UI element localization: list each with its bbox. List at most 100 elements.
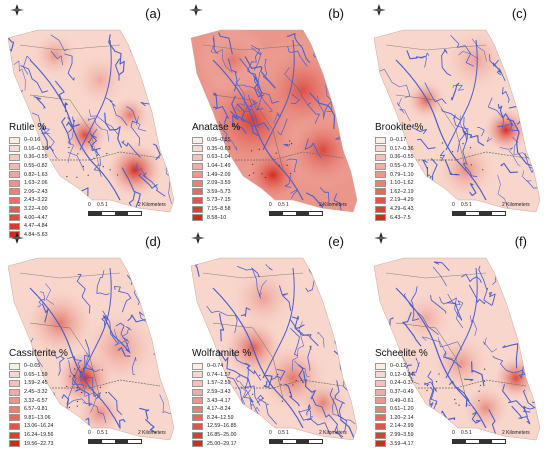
sample-point xyxy=(66,385,68,388)
river-line xyxy=(20,65,49,93)
legend-label: 16.85–25.00 xyxy=(207,432,237,439)
river-line xyxy=(247,44,260,76)
map-panel: (d) Cassiterite % 0–0.65 0.65–1.59 1.59–2.45… xyxy=(0,228,183,456)
river-line xyxy=(410,286,420,322)
sample-point xyxy=(462,143,464,145)
road-line xyxy=(385,272,487,279)
legend-swatch xyxy=(9,397,20,405)
sample-point xyxy=(426,167,429,169)
river-line xyxy=(134,163,147,179)
map-panel: (c) Brookite % 0–0.17 0.17–0.36 0.36–0.55 0.5… xyxy=(366,0,549,228)
sample-point xyxy=(69,375,71,377)
north-arrow-icon xyxy=(189,4,203,16)
river-line xyxy=(317,331,325,348)
scale-tick: 2 Kilometers xyxy=(319,430,347,436)
legend-label: 6.57–9.81 xyxy=(24,406,48,413)
panel-label: (f) xyxy=(514,234,527,249)
river-line xyxy=(522,31,536,51)
legend-label: 0.82–1.63 xyxy=(24,171,48,178)
sample-point xyxy=(277,373,279,375)
river-line xyxy=(65,121,80,128)
road-line xyxy=(223,379,344,389)
legend-swatch xyxy=(9,388,20,396)
river-line xyxy=(270,368,286,381)
river-line xyxy=(298,364,304,384)
sample-point xyxy=(91,146,93,148)
legend-label: 0.17–0.36 xyxy=(390,145,414,152)
sample-point xyxy=(101,369,103,371)
legend-swatch xyxy=(9,379,20,387)
legend-label: 0.36–0.55 xyxy=(24,154,48,161)
legend-swatch xyxy=(9,440,20,448)
river-line xyxy=(23,55,32,75)
river-line xyxy=(450,82,460,101)
scale-tick: 0.5 xyxy=(461,430,468,436)
legend-label: 2.99–3.59 xyxy=(390,432,414,439)
sample-point xyxy=(106,152,108,155)
river-line xyxy=(114,286,132,313)
legend-swatch xyxy=(9,362,20,370)
river-line xyxy=(311,395,344,438)
sample-point xyxy=(478,400,480,402)
river-line xyxy=(499,147,521,167)
river-line xyxy=(302,370,316,400)
legend-label: 9.81–13.06 xyxy=(24,414,51,421)
river-line xyxy=(305,192,324,212)
sample-point xyxy=(286,164,288,166)
area-outline xyxy=(7,29,175,213)
legend-swatch xyxy=(375,171,386,179)
legend-swatch xyxy=(9,145,20,153)
sample-point xyxy=(68,406,70,408)
legend-item: 0.12–0.24 xyxy=(375,371,428,380)
legend-label: 3.59–4.17 xyxy=(390,440,414,447)
scale-tick: 1 xyxy=(105,202,108,208)
river-line xyxy=(67,116,75,163)
legend-swatch xyxy=(375,205,386,213)
legend-item: 3.59–5.73 xyxy=(192,188,240,197)
river-line xyxy=(84,339,95,371)
river-line xyxy=(73,189,84,210)
river-line xyxy=(520,304,534,316)
river-line xyxy=(13,60,26,91)
river-line xyxy=(273,112,281,124)
legend: Cassiterite % 0–0.65 0.65–1.59 1.59–2.45 2.4… xyxy=(9,348,68,448)
legend-label: 0.05–0.35 xyxy=(207,137,231,144)
river-line xyxy=(329,388,347,432)
sample-point xyxy=(484,380,486,382)
main-river xyxy=(79,39,112,151)
legend-label: 4.29–6.43 xyxy=(390,206,414,213)
legend-item: 0.17–0.36 xyxy=(375,145,423,154)
sample-point xyxy=(96,154,98,156)
area-outline xyxy=(190,29,358,213)
river-line xyxy=(227,58,238,92)
river-line xyxy=(291,329,304,372)
river-line xyxy=(411,361,420,376)
river-line xyxy=(525,132,540,152)
river-line xyxy=(452,84,465,91)
legend-label: 13.06–16.24 xyxy=(24,423,54,430)
legend-swatch xyxy=(375,431,386,439)
river-line xyxy=(64,53,75,81)
river-line xyxy=(68,360,88,387)
sample-point xyxy=(76,400,79,403)
river-line xyxy=(145,418,157,434)
river-line xyxy=(520,316,540,342)
sample-point xyxy=(77,153,79,155)
legend-item: 0.05–0.35 xyxy=(192,136,240,145)
river-line xyxy=(284,383,300,407)
sample-point xyxy=(88,141,90,143)
river-line xyxy=(93,158,102,177)
legend-label: 7.15–8.58 xyxy=(207,206,231,213)
legend-swatch xyxy=(375,188,386,196)
river-line xyxy=(265,264,273,271)
river-line xyxy=(524,153,535,173)
sample-point xyxy=(251,404,253,406)
concentration-map xyxy=(373,29,541,213)
road-line xyxy=(202,272,304,279)
legend-label: 3.43–4.17 xyxy=(207,397,231,404)
river-line xyxy=(307,345,312,371)
legend-label: 1.20–2.14 xyxy=(390,414,414,421)
river-line xyxy=(522,170,532,182)
legend-swatch xyxy=(9,214,20,222)
river-line xyxy=(488,409,497,437)
